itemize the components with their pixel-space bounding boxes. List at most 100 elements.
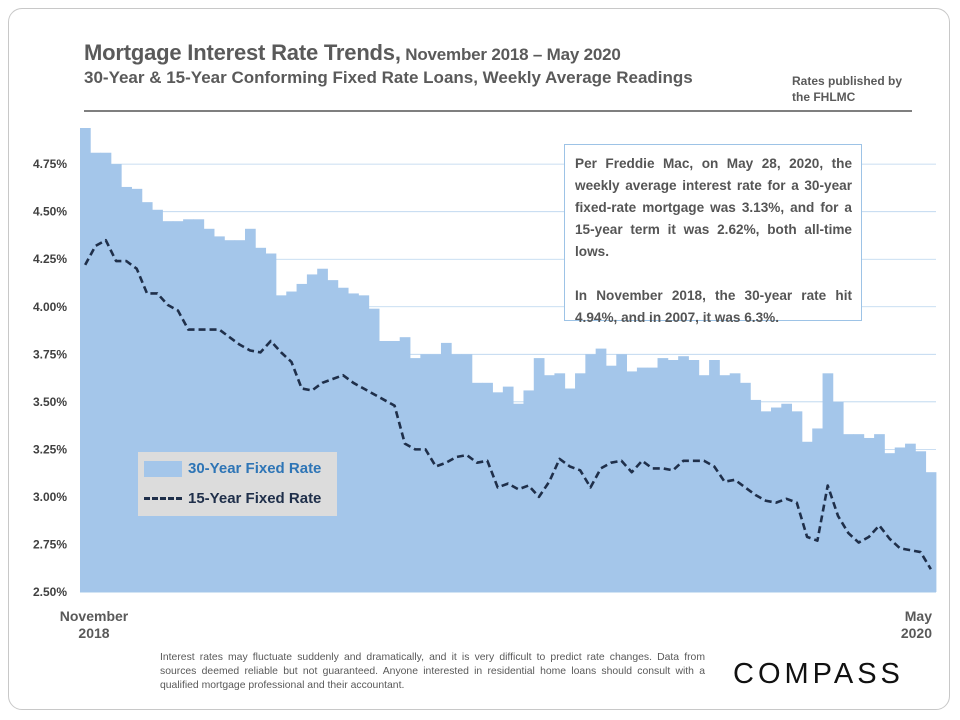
- legend-item-30-year: 30-Year Fixed Rate: [144, 460, 321, 477]
- x-label-end: May 2020: [884, 608, 932, 642]
- bar-30-year: [688, 360, 700, 592]
- bar-30-year: [90, 152, 102, 592]
- bar-30-year: [905, 443, 916, 592]
- legend-item-15-year: 15-Year Fixed Rate: [144, 490, 321, 507]
- y-tick-label: 3.25%: [33, 442, 67, 456]
- callout-box: Per Freddie Mac, on May 28, 2020, the we…: [564, 144, 862, 325]
- bar-30-year: [389, 340, 401, 592]
- bar-30-year: [822, 373, 834, 592]
- bar-30-year: [575, 373, 586, 592]
- bar-30-year: [399, 337, 411, 592]
- bar-30-year: [812, 428, 823, 592]
- bar-30-year: [234, 240, 246, 592]
- callout-paragraph-1: Per Freddie Mac, on May 28, 2020, the we…: [575, 156, 852, 259]
- bar-30-year: [523, 390, 535, 592]
- bar-30-year: [657, 358, 669, 592]
- bar-30-year: [203, 228, 215, 593]
- bar-30-year: [121, 186, 132, 592]
- y-tick-label: 3.50%: [33, 395, 67, 409]
- bar-30-year: [533, 358, 545, 592]
- bar-30-year: [80, 128, 91, 592]
- line-15-year: [84, 238, 932, 570]
- bar-30-year: [296, 283, 308, 592]
- bar-30-year: [729, 373, 741, 592]
- bar-30-year: [193, 219, 205, 592]
- y-tick-label: 3.00%: [33, 490, 67, 504]
- bar-30-year: [843, 434, 854, 592]
- bar-30-year: [709, 360, 720, 592]
- bar-30-year: [667, 360, 679, 592]
- chart-subtitle: 30-Year & 15-Year Conforming Fixed Rate …: [84, 68, 693, 87]
- legend-label-30-year: 30-Year Fixed Rate: [188, 460, 322, 477]
- source-note: Rates published by the FHLMC: [792, 74, 903, 104]
- bar-30-year: [564, 388, 576, 592]
- bar-30-year: [925, 472, 937, 592]
- x-label-start: November 2018: [56, 608, 132, 642]
- bar-30-year: [100, 152, 112, 592]
- bar-30-year: [801, 441, 813, 592]
- bar-30-year: [647, 367, 658, 592]
- bar-30-year: [915, 451, 927, 592]
- bar-30-year: [440, 342, 452, 592]
- y-tick-label: 2.75%: [33, 537, 67, 551]
- bar-30-year: [482, 382, 493, 592]
- bar-30-year: [492, 392, 504, 592]
- title-divider: [84, 110, 912, 112]
- bar-30-year: [863, 437, 875, 592]
- bar-30-year: [275, 295, 287, 592]
- bar-30-year: [131, 188, 143, 592]
- bar-30-year: [152, 209, 163, 592]
- y-axis-ticks: 2.50% 2.75% 3.00% 3.25% 3.50% 3.75% 4.00% 4.25%…: [33, 157, 67, 599]
- bar-30-year: [410, 358, 421, 592]
- bar-30-year: [224, 240, 236, 592]
- bar-30-year: [162, 221, 174, 592]
- bar-30-year: [265, 253, 277, 592]
- bar-30-year: [874, 434, 885, 592]
- bar-30-year: [884, 453, 896, 592]
- bar-30-year: [894, 447, 906, 592]
- bar-30-year: [255, 247, 267, 593]
- bar-30-year: [379, 340, 390, 592]
- bar-30-year: [337, 287, 349, 592]
- compass-logo: COMPASS: [733, 658, 904, 690]
- bars-30-year: [80, 128, 937, 593]
- y-tick-label: 4.25%: [33, 252, 67, 266]
- bar-30-year: [832, 401, 844, 592]
- bar-30-year: [502, 386, 514, 592]
- bar-30-year: [605, 365, 617, 592]
- x-label-end-year: 2020: [900, 625, 932, 641]
- bar-30-year: [183, 219, 194, 592]
- bar-30-year: [245, 228, 256, 593]
- bar-30-year: [554, 373, 566, 592]
- y-tick-label: 4.50%: [33, 205, 67, 219]
- bar-30-year: [471, 382, 483, 592]
- legend-label-15-year: 15-Year Fixed Rate: [188, 490, 322, 507]
- line-15-year-path: [84, 238, 932, 570]
- slide-frame: [8, 8, 950, 710]
- chart-title-dates: November 2018 – May 2020: [400, 45, 621, 64]
- x-label-start-year: 2018: [78, 625, 110, 641]
- bar-30-year: [317, 268, 328, 592]
- bar-30-year: [853, 434, 865, 592]
- y-tick-label: 2.50%: [33, 585, 67, 599]
- disclaimer-text: Interest rates may fluctuate suddenly an…: [160, 652, 705, 691]
- bar-30-year: [327, 280, 339, 592]
- legend-swatch-bar: [144, 460, 182, 477]
- bar-30-year: [636, 367, 648, 592]
- bar-30-year: [348, 293, 359, 592]
- chart-legend: 30-Year Fixed Rate 15-Year Fixed Rate: [138, 452, 337, 516]
- bar-30-year: [110, 164, 122, 592]
- bar-30-year: [585, 354, 597, 592]
- bar-30-year: [141, 202, 153, 592]
- bar-30-year: [430, 354, 442, 592]
- chart-title-main: Mortgage Interest Rate Trends,: [84, 40, 401, 65]
- bar-30-year: [740, 382, 751, 592]
- bar-30-year: [451, 354, 462, 592]
- bar-30-year: [420, 354, 432, 592]
- bar-30-year: [306, 274, 318, 592]
- bar-30-year: [513, 403, 524, 592]
- bar-30-year: [172, 221, 184, 592]
- callout-paragraph-2: In November 2018, the 30-year rate hit 4…: [575, 288, 852, 325]
- bar-30-year: [626, 371, 638, 592]
